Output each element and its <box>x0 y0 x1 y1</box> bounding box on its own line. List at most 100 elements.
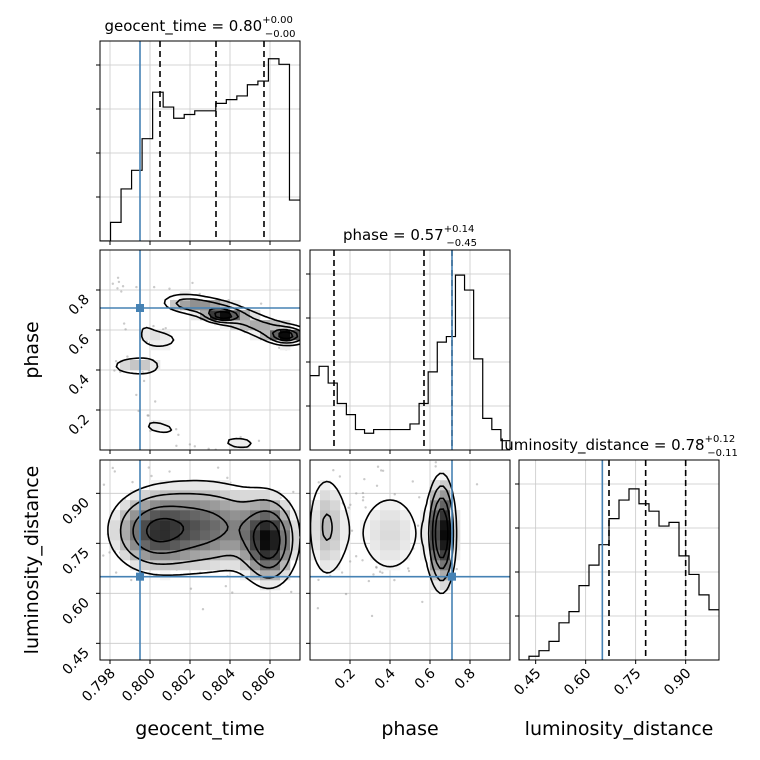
density-cell <box>250 550 261 561</box>
density-cell <box>330 540 341 551</box>
density-cell <box>210 550 221 561</box>
sample-point <box>116 276 120 279</box>
title-minus: −0.45 <box>446 238 477 249</box>
sample-point <box>361 499 365 502</box>
density-cell <box>450 540 461 551</box>
title-label: luminosity_distance = 0.78 <box>500 436 704 455</box>
density-cell <box>200 520 211 531</box>
sample-point <box>168 470 171 473</box>
density-cell <box>240 560 251 571</box>
density-cell <box>230 500 241 511</box>
sample-point <box>191 281 194 285</box>
density-cell <box>310 510 321 521</box>
sample-point <box>177 433 180 437</box>
plot-area <box>100 250 300 450</box>
density-cell <box>150 340 161 351</box>
density-cell <box>260 500 271 511</box>
panel-frame <box>99 40 301 242</box>
density-cell <box>270 580 281 591</box>
density-cell <box>430 500 441 511</box>
sample-point <box>198 292 201 296</box>
contour-line <box>431 497 452 570</box>
density-cell <box>240 520 251 531</box>
density-cell <box>180 300 191 311</box>
sample-point <box>277 346 281 349</box>
sample-point <box>189 587 193 590</box>
sample-point <box>175 444 178 448</box>
hist-panel-phase: phase = 0.57+0.14 −0.45 <box>306 224 511 454</box>
x-tick-label: 0.802 <box>159 666 199 706</box>
sample-point <box>152 324 155 328</box>
contour-line <box>175 298 300 344</box>
x-axis-label-phase: phase <box>381 718 438 740</box>
density-cell <box>380 540 391 551</box>
density-cell <box>280 550 291 561</box>
density-cell <box>110 510 121 521</box>
density-cell <box>120 500 131 511</box>
x-tick-label: 0.75 <box>611 666 644 699</box>
density-cell <box>230 530 241 541</box>
sample-point <box>363 477 366 481</box>
sample-point <box>434 465 437 468</box>
density-cell <box>250 530 261 541</box>
sample-point <box>381 571 384 574</box>
density-cell <box>160 540 171 551</box>
plot-area <box>519 460 719 660</box>
contour-line <box>434 508 449 559</box>
density-cell <box>380 520 391 531</box>
density-cell <box>370 530 381 541</box>
density-cell <box>150 540 161 551</box>
density-cell <box>440 500 451 511</box>
density-cell <box>320 540 331 551</box>
density-cell <box>450 510 461 521</box>
y-axis-label-luminosity_distance: luminosity_distance <box>21 466 43 655</box>
density-cell <box>180 480 191 491</box>
density-cell <box>210 500 221 511</box>
density-cell <box>130 510 141 521</box>
contour-line <box>132 505 287 569</box>
density-cell <box>120 550 131 561</box>
sample-point <box>142 379 146 383</box>
sample-point <box>147 466 150 469</box>
density-cell <box>340 520 351 531</box>
sample-point <box>150 474 153 478</box>
density-cell <box>140 530 151 541</box>
sample-point <box>193 445 197 448</box>
density-cell <box>200 480 211 491</box>
density-cell <box>120 360 131 371</box>
sample-point <box>131 480 134 484</box>
density-cell <box>400 530 411 541</box>
sample-point <box>379 469 383 472</box>
sample-point <box>370 614 374 618</box>
density-cell <box>260 510 271 521</box>
density-cell <box>190 490 201 501</box>
density-cell <box>210 530 221 541</box>
density-cell <box>330 550 341 561</box>
contour-line <box>119 492 294 579</box>
density-cell <box>270 330 281 341</box>
density-cell <box>130 490 141 501</box>
sample-point <box>393 578 396 582</box>
density-cell <box>230 510 241 521</box>
density-cell <box>390 510 401 521</box>
density-cell <box>230 550 241 561</box>
sample-point <box>332 469 335 472</box>
density-cell <box>310 540 321 551</box>
sample-point <box>290 590 293 594</box>
density-cell <box>290 550 300 561</box>
density-cell <box>220 560 231 571</box>
density-cell <box>210 480 221 491</box>
density-cell <box>240 570 251 581</box>
title-plus: +0.12 <box>705 434 736 445</box>
density-cell <box>380 530 391 541</box>
density-cell <box>270 490 281 501</box>
density-cell <box>420 520 431 531</box>
density-cell <box>210 520 221 531</box>
density-cell <box>210 300 221 311</box>
density-cell <box>240 490 251 501</box>
sample-point <box>111 466 114 470</box>
y-axis-label-phase: phase <box>21 321 43 378</box>
density-cell <box>200 550 211 561</box>
density-cell <box>310 550 321 561</box>
plot-area <box>100 41 300 241</box>
